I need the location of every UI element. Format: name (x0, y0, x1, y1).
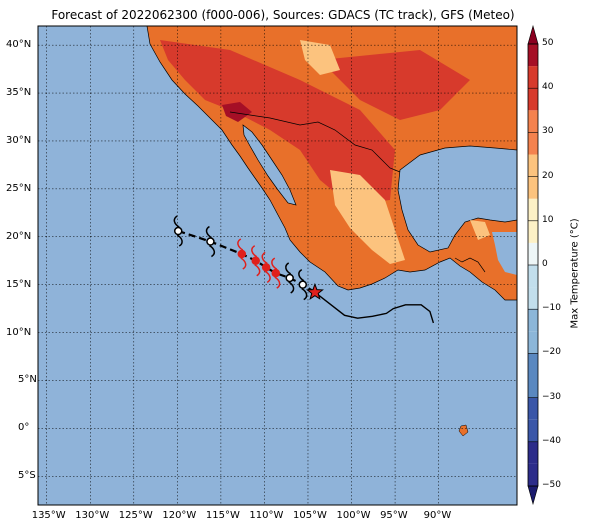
lon-tick-label: 110°W (249, 510, 284, 521)
colorbar-band (528, 463, 538, 486)
lat-tick-label: 25°N (6, 182, 32, 194)
lat-tick-label: 0° (18, 422, 30, 434)
lon-tick-label: 125°W (118, 510, 153, 521)
colorbar-band (528, 220, 538, 243)
colorbar-tick-label: 40 (542, 82, 554, 93)
lon-tick-label: 95°W (380, 510, 408, 521)
colorbar-band (528, 419, 538, 442)
lon-tick-label: 130°W (75, 510, 110, 521)
storm-symbol (173, 215, 183, 247)
lat-tick-label: 40°N (6, 39, 32, 51)
colorbar-tick-label: −50 (542, 480, 561, 490)
plot-frame (37, 25, 518, 506)
hurricane-symbol (261, 251, 271, 284)
country-border (229, 111, 401, 173)
lon-tick-label: 100°W (336, 510, 371, 521)
lon-tick-label: 90°W (423, 510, 452, 521)
gulf-of-mexico (397, 145, 517, 253)
colorbar-tick-label: 30 (542, 126, 554, 137)
hot-region (160, 40, 395, 205)
lat-tick-label: 5°S (18, 470, 36, 482)
colorbar-band (528, 154, 538, 177)
storm-symbol (205, 225, 216, 258)
lon-tick-label: 105°W (292, 510, 327, 521)
colorbar-band (528, 397, 538, 420)
lat-tick-label: 20°N (6, 230, 32, 242)
colorbar-band (528, 66, 538, 89)
colorbar-extend-max (527, 24, 539, 45)
current-position-star (305, 282, 324, 300)
galapagos-island (458, 424, 469, 437)
storm-symbol (285, 262, 295, 294)
colorbar-band (528, 132, 538, 155)
mild-region (330, 170, 405, 264)
storm-symbol (298, 269, 308, 301)
forecast-track-line (177, 229, 316, 294)
gulf-of-california (242, 124, 297, 206)
lon-tick-label: 115°W (205, 510, 240, 521)
lat-tick-label: 35°N (6, 87, 32, 99)
country-border (454, 257, 486, 273)
colorbar-band (528, 110, 538, 133)
colorbar (527, 24, 539, 506)
lon-tick-label: 120°W (162, 510, 197, 521)
colorbar-tick-label: −20 (542, 347, 561, 358)
mild-region (300, 40, 340, 75)
colorbar-tick-label: 50 (542, 38, 554, 48)
colorbar-band (528, 88, 538, 111)
lat-tick-label: 15°N (6, 278, 32, 290)
caribbean-sea (492, 232, 517, 275)
map-title: Forecast of 2022062300 (f000-006), Sourc… (51, 8, 515, 22)
colorbar-tick-label: −40 (542, 435, 561, 446)
colorbar-tick-label: 10 (542, 214, 554, 225)
lat-tick-label: 30°N (6, 134, 32, 146)
colorbar-band (528, 44, 538, 67)
lon-tick-label: 135°W (31, 510, 66, 521)
colorbar-band (528, 176, 538, 199)
colorbar-label: Max Temperature (°C) (569, 218, 581, 329)
lat-tick-label: 10°N (6, 326, 32, 338)
colorbar-band (528, 198, 538, 221)
colorbar-tick-label: 20 (542, 170, 554, 181)
colorbar-band (528, 353, 538, 376)
colorbar-extend-min (527, 485, 539, 506)
colorbar-band (528, 441, 538, 464)
graticule (38, 26, 517, 505)
colorbar-band (528, 287, 538, 310)
colorbar-band (528, 265, 538, 288)
tc-track (173, 215, 435, 324)
colorbar-band (528, 375, 538, 398)
colorbar-tick-label: −10 (542, 303, 561, 314)
hot-region (320, 50, 470, 120)
colorbar-band (528, 242, 538, 265)
colorbar-tick-label: −30 (542, 391, 561, 402)
colorbar-band (528, 309, 538, 332)
extreme-region (222, 102, 252, 122)
lat-tick-label: 5°N (18, 374, 37, 386)
hurricane-symbol (251, 245, 261, 277)
colorbar-band (528, 331, 538, 354)
colorbar-tick-label: 0 (542, 259, 548, 269)
hurricane-symbol (237, 238, 247, 270)
mild-region (470, 220, 490, 240)
hurricane-symbol (271, 257, 281, 289)
past-track-line (314, 291, 435, 324)
